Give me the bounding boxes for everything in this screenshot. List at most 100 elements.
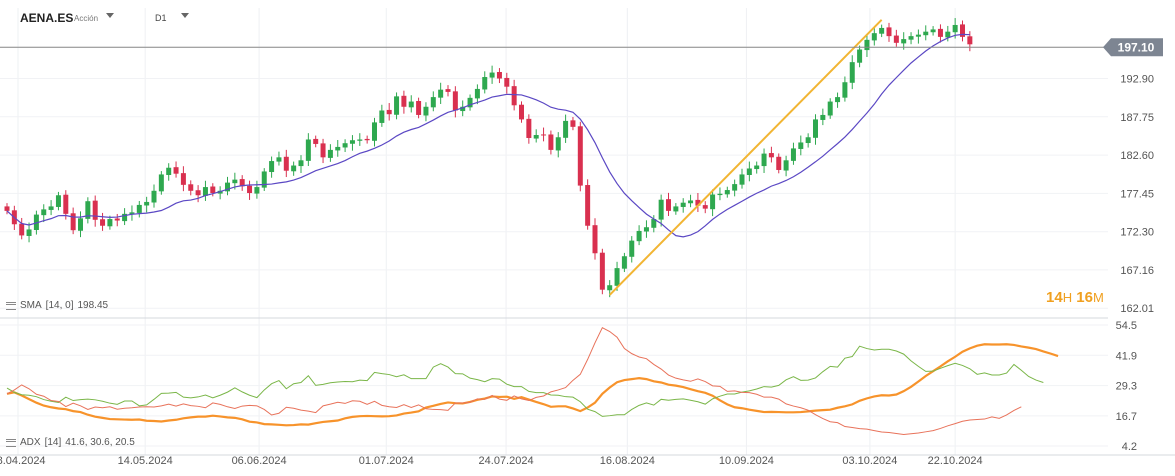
candle-body [394,96,400,115]
candle-body [129,212,135,215]
candle-body [798,142,804,149]
candle [629,236,635,263]
candle-body [261,171,267,188]
candle-body [666,199,671,211]
symbol-name[interactable]: AENA.ES [20,11,74,25]
candle-body [599,252,605,290]
candle-body [717,193,723,196]
price-tick-label: 167.16 [1120,265,1154,277]
timeframe-selector[interactable]: D1 [155,13,167,23]
candle-body [548,134,554,150]
candle [673,203,679,215]
candle [717,187,723,201]
candle-body [445,89,451,92]
candle-body [908,36,914,40]
candle-body [320,143,326,158]
candle [790,142,796,165]
candle [122,208,128,226]
candle [526,114,532,144]
candle-body [107,219,113,227]
candle-body [526,118,532,138]
candle [563,114,569,143]
candle [680,198,686,213]
candle-body [26,229,32,236]
candle [798,135,804,156]
candle-body [960,24,965,37]
candle-body [893,35,899,43]
candle-body [195,190,201,196]
candle [173,161,179,178]
candle [283,149,289,178]
candle [923,25,929,41]
candle-body [724,190,730,195]
timer-minutes: 16 [1076,289,1093,306]
candle [768,146,774,163]
candle [100,212,106,231]
candle [695,192,701,212]
candle [298,155,304,173]
candle [195,185,201,203]
candle [438,82,444,104]
candle [136,200,142,218]
candle-body [489,72,495,78]
candle-body [592,225,598,254]
candle-body [695,199,701,206]
adx-series-adx [6,343,1059,427]
candle [893,29,899,47]
candle [342,139,348,153]
candle [269,156,275,178]
candle-body [688,200,694,204]
adx-series-pdi [6,326,1022,435]
candle [364,135,370,144]
candle-body [136,204,142,213]
candle-body [739,174,745,185]
candle-body [857,49,863,63]
candle [291,161,297,176]
candle-countdown: 14H 16M [1046,289,1104,306]
candle [114,213,120,227]
candle-body [335,146,341,151]
menu-icon[interactable] [6,438,16,447]
candle-body [4,206,10,211]
candle [496,68,502,84]
candle [401,90,407,114]
candle-body [607,285,613,291]
candle [688,194,694,208]
symbol-dropdown-chevron-icon[interactable] [106,13,114,18]
date-tick-label: 03.10.2024 [842,455,897,467]
adx-axis: 54.5 41.9 29.3 16.7 4.2 [1116,320,1137,453]
candle-body [188,184,194,191]
candle-body [533,135,539,139]
menu-icon[interactable] [6,301,16,310]
candle [166,163,172,181]
candle [732,179,738,197]
timeframe-dropdown-chevron-icon[interactable] [181,13,189,18]
candle [4,203,10,215]
candle [158,171,164,195]
candle [482,71,488,94]
candle-body [710,194,716,210]
candle [886,22,892,42]
candle [180,166,186,192]
candle [835,92,841,108]
candle-body [416,101,422,115]
candle [658,194,664,227]
price-tick-label: 177.45 [1120,188,1154,200]
candle [445,85,451,97]
candle [217,186,223,200]
candle-body [519,104,524,120]
sma-indicator-label[interactable]: SMA [14, 0] 198.45 [6,300,108,311]
adx-indicator-label[interactable]: ADX [14] 41.6, 30.6, 20.5 [6,437,135,448]
candle [63,190,69,220]
candle-body [621,256,627,269]
candle [467,94,473,111]
candle [320,138,326,164]
candle-body [783,160,789,171]
candle [783,155,789,177]
candle [474,84,480,105]
candle-body [702,205,708,209]
candle [827,98,833,119]
candle [937,24,943,43]
candle [541,127,547,142]
